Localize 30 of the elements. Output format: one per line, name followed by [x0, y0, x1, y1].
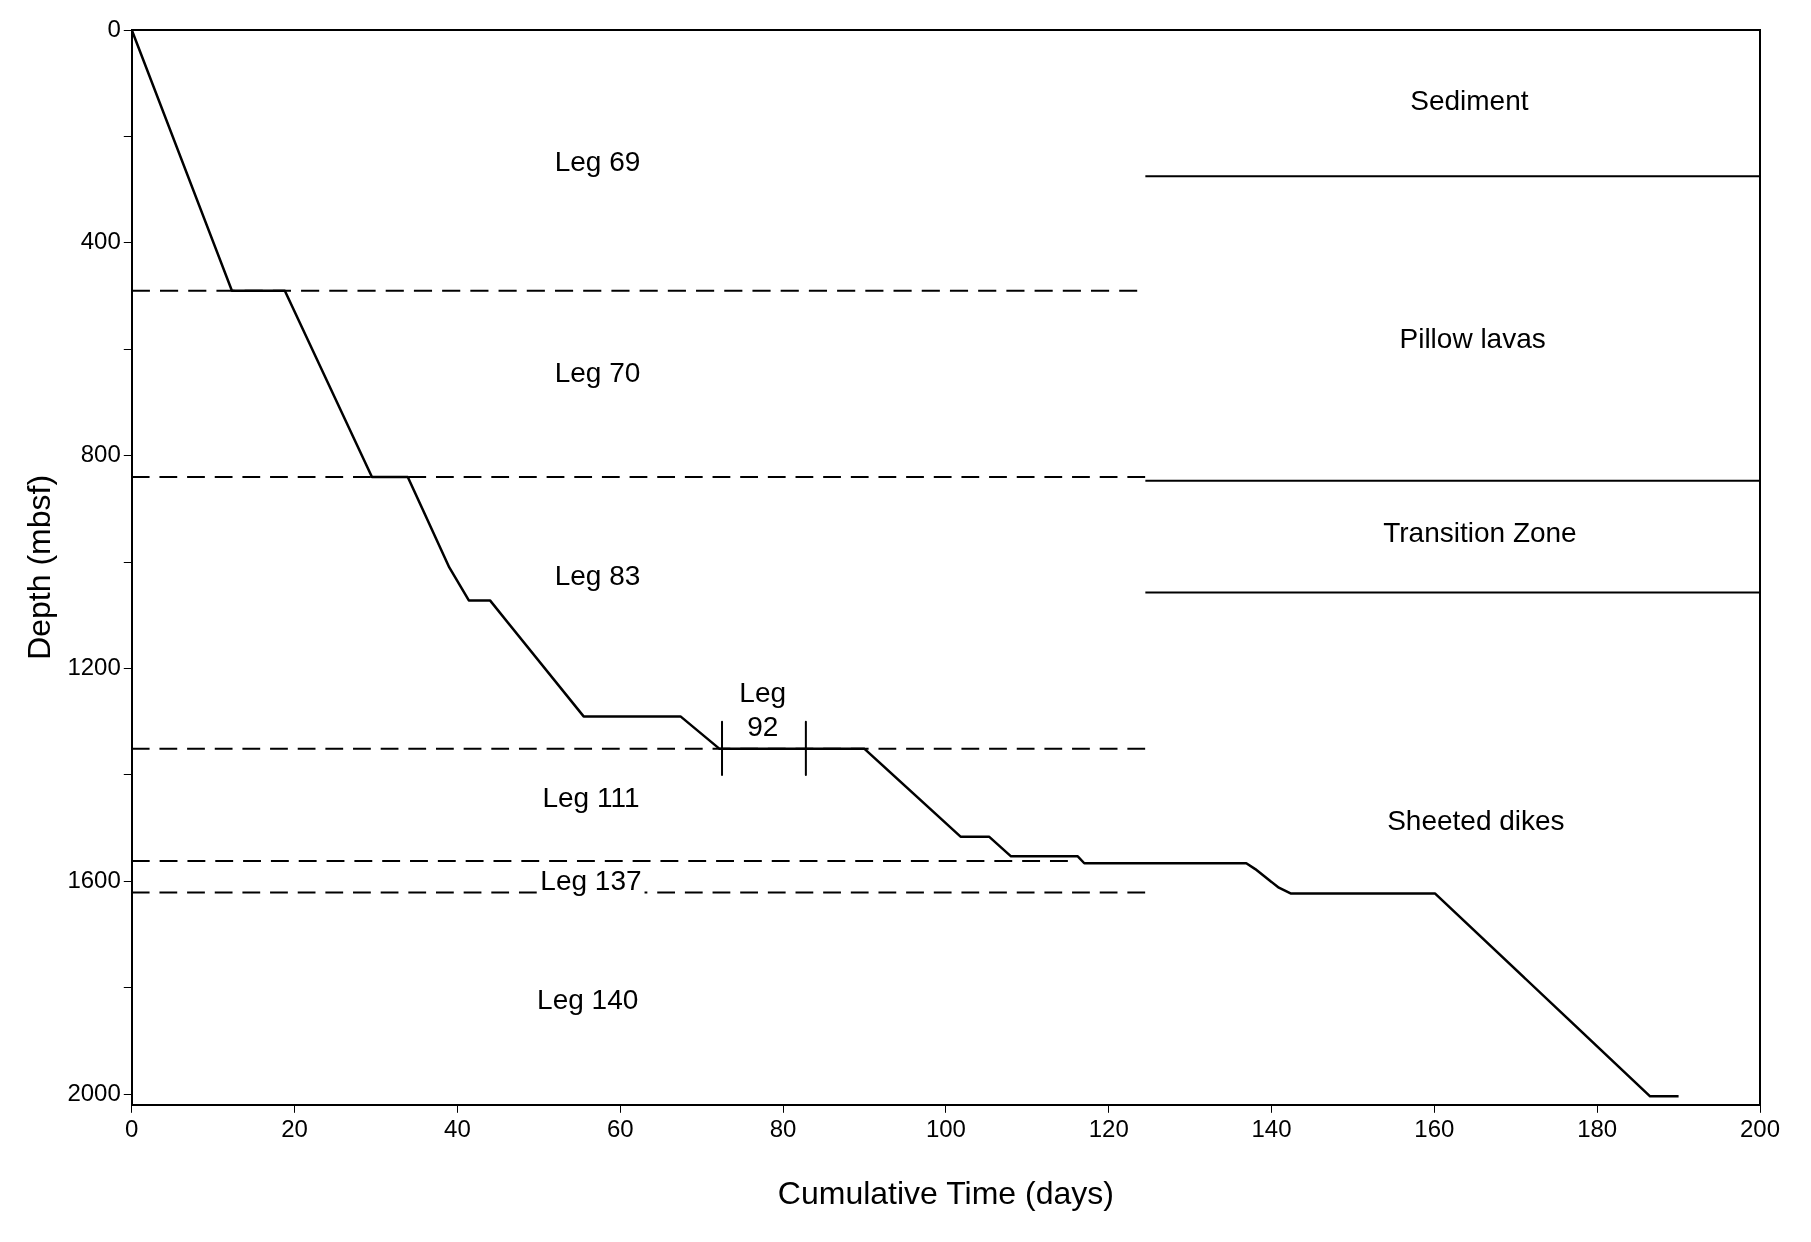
annotation: Leg 69	[554, 145, 641, 177]
y-tick-label: 0	[107, 14, 121, 42]
x-axis-title: Cumulative Time (days)	[777, 1174, 1114, 1211]
y-tick-label: 800	[80, 440, 121, 468]
annotation: Sediment	[1410, 84, 1529, 116]
x-tick-label: 160	[1414, 1114, 1455, 1142]
x-tick-label: 200	[1739, 1114, 1781, 1142]
annotation: Leg 92	[739, 677, 787, 743]
x-tick-label: 100	[925, 1114, 966, 1142]
annotation: Leg 70	[554, 356, 641, 388]
annotation: Leg 83	[554, 559, 641, 591]
x-tick-label: 20	[281, 1114, 308, 1142]
x-tick-label: 40	[444, 1114, 471, 1142]
y-tick-label: 400	[80, 227, 121, 255]
x-tick-label: 0	[125, 1114, 139, 1142]
x-tick-label: 140	[1251, 1114, 1292, 1142]
annotation: Leg 137	[540, 865, 642, 897]
y-tick-label: 1200	[67, 653, 121, 681]
y-tick-label: 2000	[67, 1078, 121, 1106]
x-tick-label: 180	[1577, 1114, 1618, 1142]
annotation: Leg 111	[542, 782, 640, 814]
y-axis-title: Depth (mbsf)	[21, 474, 58, 660]
x-tick-label: 80	[769, 1114, 797, 1142]
annotation: Transition Zone	[1383, 516, 1577, 548]
annotation: Leg 140	[537, 984, 639, 1016]
annotation: Pillow lavas	[1399, 323, 1546, 355]
annotation: Sheeted dikes	[1387, 804, 1565, 836]
x-tick-label: 120	[1088, 1114, 1129, 1142]
y-tick-label: 1600	[67, 865, 121, 893]
x-tick-label: 60	[606, 1114, 634, 1142]
